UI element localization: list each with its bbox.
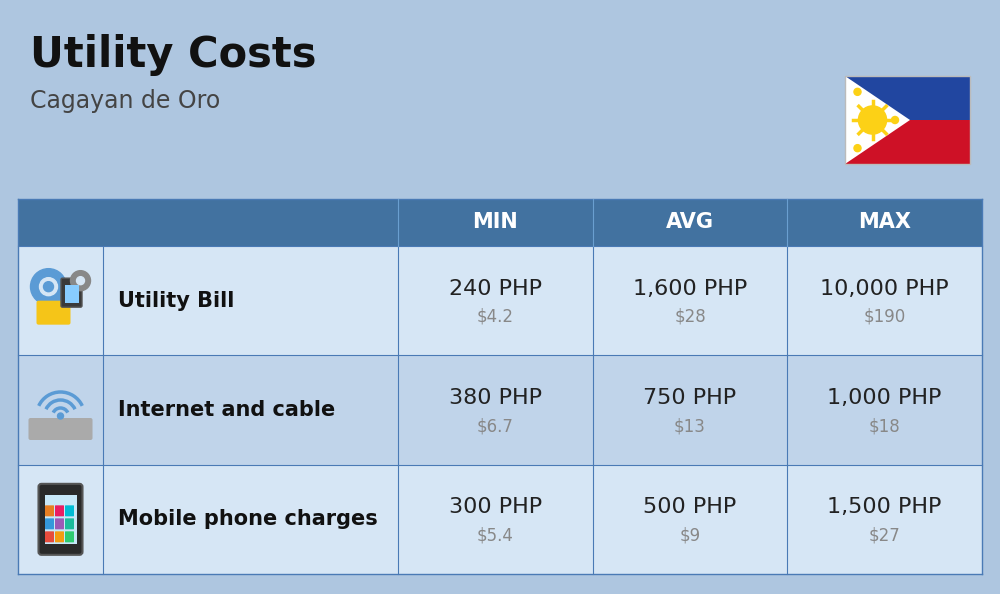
FancyBboxPatch shape <box>38 484 82 555</box>
Text: $9: $9 <box>679 526 701 544</box>
FancyBboxPatch shape <box>845 120 970 164</box>
Circle shape <box>891 116 899 124</box>
Text: Mobile phone charges: Mobile phone charges <box>118 509 378 529</box>
FancyBboxPatch shape <box>18 199 982 246</box>
FancyBboxPatch shape <box>65 519 74 529</box>
Text: 750 PHP: 750 PHP <box>643 388 737 408</box>
Text: $6.7: $6.7 <box>477 417 514 435</box>
Text: $4.2: $4.2 <box>477 308 514 326</box>
Circle shape <box>76 277 84 285</box>
Text: Utility Costs: Utility Costs <box>30 34 316 76</box>
Circle shape <box>58 413 64 419</box>
FancyBboxPatch shape <box>18 246 982 355</box>
Text: MAX: MAX <box>858 213 911 232</box>
Text: 500 PHP: 500 PHP <box>643 497 737 517</box>
Text: 1,500 PHP: 1,500 PHP <box>827 497 942 517</box>
Text: 240 PHP: 240 PHP <box>449 279 542 299</box>
FancyBboxPatch shape <box>64 285 78 303</box>
Text: $28: $28 <box>674 308 706 326</box>
FancyBboxPatch shape <box>55 505 64 516</box>
Text: $27: $27 <box>869 526 901 544</box>
FancyBboxPatch shape <box>18 355 982 465</box>
Text: $190: $190 <box>864 308 906 326</box>
FancyBboxPatch shape <box>45 519 54 529</box>
FancyBboxPatch shape <box>845 76 970 164</box>
Text: 300 PHP: 300 PHP <box>449 497 542 517</box>
Circle shape <box>30 268 66 305</box>
Text: 380 PHP: 380 PHP <box>449 388 542 408</box>
Text: AVG: AVG <box>666 213 714 232</box>
Text: Internet and cable: Internet and cable <box>118 400 335 420</box>
FancyBboxPatch shape <box>61 278 82 307</box>
Text: $5.4: $5.4 <box>477 526 514 544</box>
Circle shape <box>40 277 58 296</box>
FancyBboxPatch shape <box>45 505 54 516</box>
Text: 1,600 PHP: 1,600 PHP <box>633 279 747 299</box>
FancyBboxPatch shape <box>36 301 70 325</box>
FancyBboxPatch shape <box>45 532 54 542</box>
Polygon shape <box>845 76 910 164</box>
Circle shape <box>44 282 54 292</box>
Text: 10,000 PHP: 10,000 PHP <box>820 279 949 299</box>
Text: Utility Bill: Utility Bill <box>118 290 234 311</box>
Circle shape <box>858 106 887 134</box>
FancyBboxPatch shape <box>55 519 64 529</box>
FancyBboxPatch shape <box>65 505 74 516</box>
Text: $18: $18 <box>869 417 901 435</box>
FancyBboxPatch shape <box>18 465 982 574</box>
FancyBboxPatch shape <box>28 418 92 440</box>
Text: 1,000 PHP: 1,000 PHP <box>827 388 942 408</box>
FancyBboxPatch shape <box>44 495 76 544</box>
Text: $13: $13 <box>674 417 706 435</box>
Text: Cagayan de Oro: Cagayan de Oro <box>30 89 220 113</box>
FancyBboxPatch shape <box>65 532 74 542</box>
Circle shape <box>854 89 861 96</box>
Circle shape <box>854 145 861 151</box>
Text: MIN: MIN <box>472 213 518 232</box>
FancyBboxPatch shape <box>55 532 64 542</box>
FancyBboxPatch shape <box>845 76 970 120</box>
Circle shape <box>70 271 90 290</box>
